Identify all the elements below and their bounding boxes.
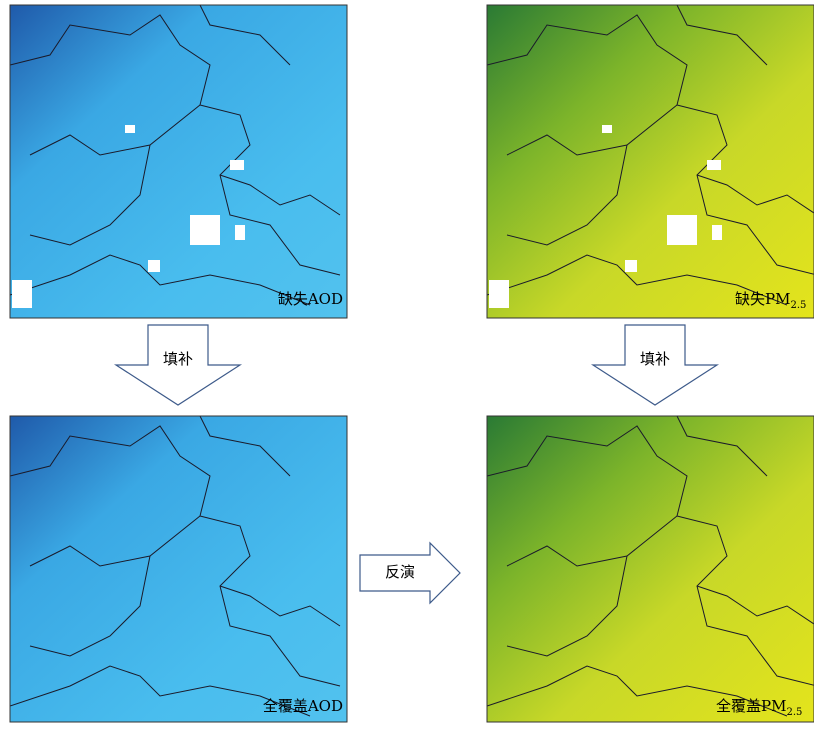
- page: {"panels":[{"label":"缺失AOD"},{"label":"缺…: [0, 0, 814, 727]
- map-full-aod: [10, 416, 347, 722]
- map-full-pm: [487, 416, 814, 722]
- arrow-label: 反演: [385, 563, 415, 581]
- arrow-label: 填补: [640, 350, 670, 368]
- panel-label-main: 全覆盖PM: [716, 697, 786, 715]
- panel-label: 全覆盖AOD: [263, 697, 343, 715]
- diagram: 缺失AOD 缺失PM2.5 全覆盖AOD 全覆盖PM2.5 填补 填补 反演: [0, 0, 814, 727]
- map-missing-pm: [487, 5, 814, 318]
- panel-label-sub: 2.5: [790, 300, 806, 311]
- panel-label-main: 缺失PM: [735, 290, 790, 308]
- map-missing-aod: [10, 5, 347, 318]
- panel-label: 缺失AOD: [278, 290, 343, 308]
- panel-label-sub: 2.5: [786, 707, 802, 718]
- arrow-label: 填补: [163, 350, 193, 368]
